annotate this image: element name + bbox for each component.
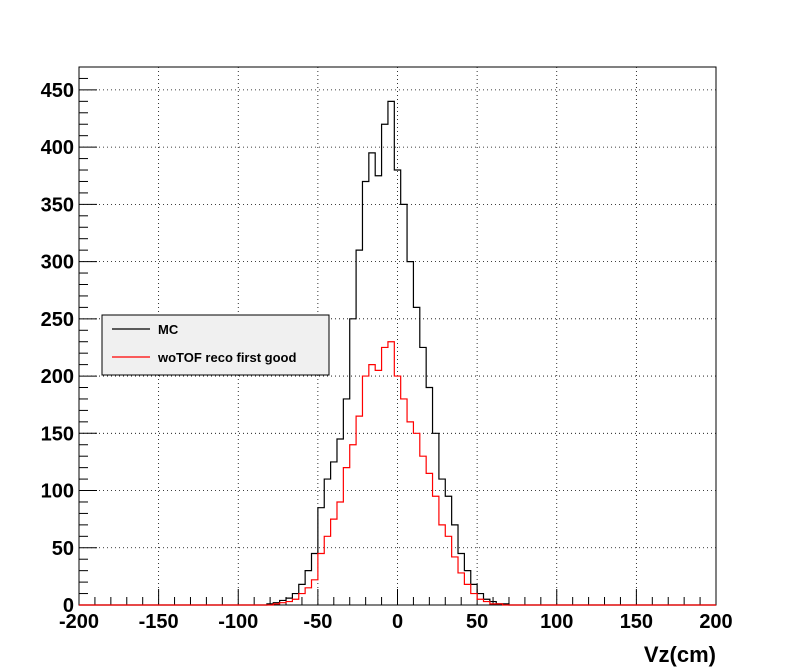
x-tick-label: 100 bbox=[540, 611, 573, 633]
x-tick-label: -100 bbox=[218, 611, 258, 633]
legend: MC woTOF reco first good bbox=[101, 314, 330, 376]
y-tick-label: 50 bbox=[52, 538, 74, 560]
series-lines bbox=[79, 100, 716, 606]
x-tick-label: -50 bbox=[303, 611, 332, 633]
y-tick-label: 450 bbox=[41, 80, 74, 102]
y-tick-label: 150 bbox=[41, 423, 74, 445]
x-tick-label: 50 bbox=[466, 611, 488, 633]
x-axis-title: Vz(cm) bbox=[644, 642, 716, 667]
x-tick-label: 0 bbox=[392, 611, 403, 633]
series-line-0 bbox=[79, 100, 716, 606]
y-tick-labels: 0 50 100 150 200 250 300 350 400 450 bbox=[41, 80, 74, 617]
legend-label-wotof: woTOF reco first good bbox=[157, 350, 296, 365]
y-tick-label: 0 bbox=[63, 595, 74, 617]
legend-label-mc: MC bbox=[158, 322, 179, 337]
y-tick-label: 300 bbox=[41, 252, 74, 274]
y-tick-label: 400 bbox=[41, 137, 74, 159]
x-tick-label: -150 bbox=[139, 611, 179, 633]
y-tick-label: 200 bbox=[41, 366, 74, 388]
x-tick-label: 200 bbox=[699, 611, 732, 633]
y-tick-label: 250 bbox=[41, 309, 74, 331]
y-tick-label: 350 bbox=[41, 194, 74, 216]
series-line-1 bbox=[79, 341, 716, 606]
axis-ticks bbox=[78, 66, 717, 606]
x-tick-label: 150 bbox=[620, 611, 653, 633]
x-tick-labels: -200 -150 -100 -50 0 50 100 150 200 bbox=[59, 611, 733, 633]
y-tick-label: 100 bbox=[41, 481, 74, 503]
legend-box bbox=[101, 314, 330, 376]
x-tick-label: -200 bbox=[59, 611, 99, 633]
